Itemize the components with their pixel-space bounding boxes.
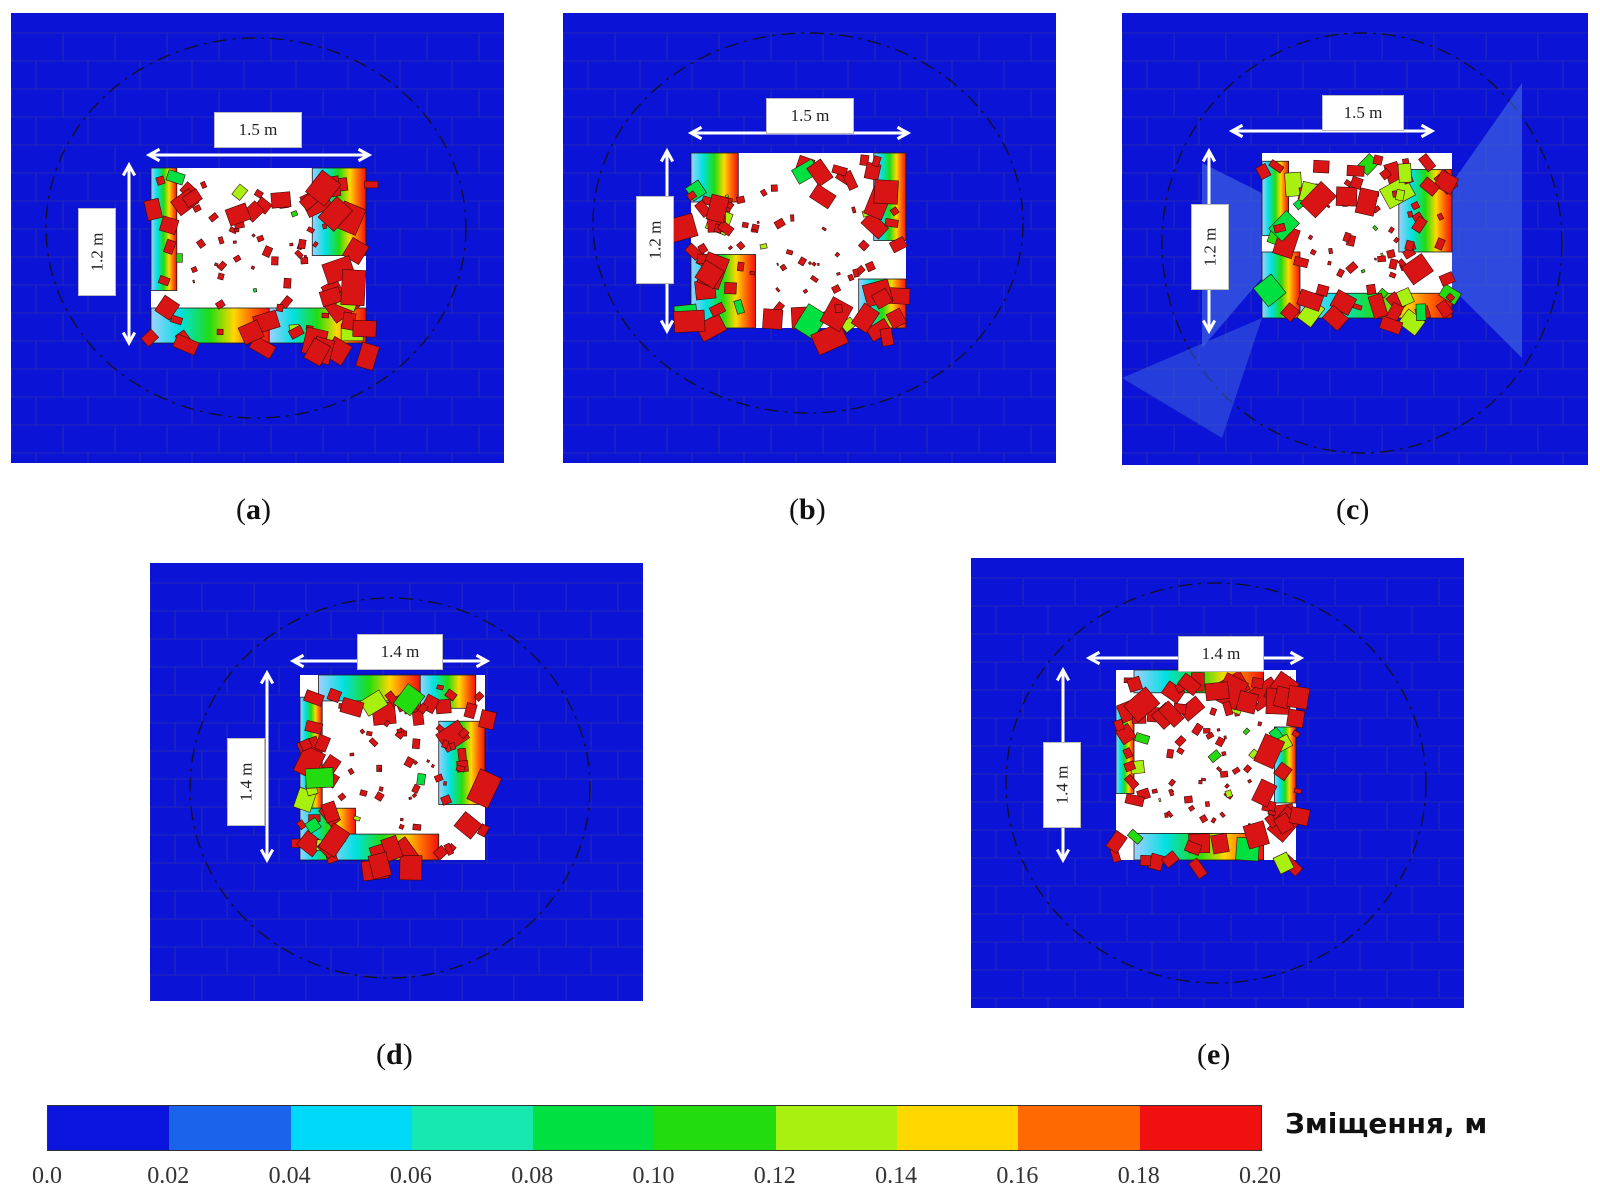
- panel-a-height-label: 1.2 m: [78, 208, 116, 296]
- panel-e-height-text: 1.4 m: [1052, 765, 1072, 805]
- caption-c-letter: c: [1346, 493, 1360, 526]
- panel-e-graphic: [971, 577, 1464, 1008]
- colorbar-segment: [654, 1106, 776, 1150]
- colorbar-tick-label: 0.08: [511, 1163, 554, 1189]
- colorbar-tick-label: 0.20: [1239, 1163, 1281, 1189]
- colorbar-segment: [897, 1106, 1019, 1150]
- panel-a: [11, 13, 504, 463]
- panel-b-height-label: 1.2 m: [636, 196, 674, 284]
- colorbar: [47, 1105, 1262, 1151]
- colorbar-title: Зміщення, м: [1285, 1107, 1488, 1140]
- panel-a-width-label: 1.5 m: [214, 112, 302, 148]
- colorbar-segment: [411, 1106, 534, 1150]
- panel-c-width-label: 1.5 m: [1322, 95, 1404, 131]
- panel-d: [150, 563, 643, 1001]
- panel-d-width-label: 1.4 m: [357, 634, 443, 670]
- panel-d-graphic: [150, 582, 643, 1001]
- panel-a-height-text: 1.2 m: [87, 232, 107, 272]
- caption-e: (e): [1197, 1038, 1231, 1071]
- panel-d-height-label: 1.4 m: [227, 738, 265, 826]
- colorbar-tick-label: 0.04: [268, 1163, 311, 1189]
- caption-a: (a): [236, 493, 271, 526]
- colorbar-segment: [290, 1106, 412, 1150]
- panel-e: [971, 558, 1464, 1008]
- caption-a-letter: a: [246, 493, 261, 526]
- panel-e-height-label: 1.4 m: [1043, 742, 1081, 828]
- colorbar-tick-label: 0.12: [753, 1163, 796, 1189]
- panel-a-graphic: [11, 32, 504, 463]
- colorbar-segment: [48, 1106, 170, 1150]
- colorbar-segment: [169, 1106, 291, 1150]
- panel-d-height-text: 1.4 m: [236, 762, 256, 802]
- colorbar-tick-label: 0.06: [389, 1163, 432, 1189]
- panel-e-width-label: 1.4 m: [1178, 636, 1264, 672]
- caption-e-letter: e: [1207, 1038, 1221, 1071]
- caption-b: (b): [789, 493, 826, 526]
- panel-b-graphic: [563, 32, 1056, 463]
- panel-b-height-text: 1.2 m: [645, 220, 665, 260]
- colorbar-segment: [533, 1106, 655, 1150]
- caption-c: (c): [1336, 493, 1370, 526]
- colorbar-segment: [1139, 1106, 1261, 1150]
- panel-c-height-label: 1.2 m: [1191, 204, 1229, 290]
- caption-d-letter: d: [386, 1038, 403, 1071]
- panel-c: [1122, 13, 1588, 465]
- colorbar-tick-label: 0.10: [632, 1163, 675, 1189]
- colorbar-segment: [1018, 1106, 1140, 1150]
- colorbar-tick-label: 0.0: [32, 1163, 62, 1189]
- colorbar-tick-label: 0.14: [875, 1163, 918, 1189]
- panel-b-width-label: 1.5 m: [766, 98, 854, 134]
- caption-d: (d): [376, 1038, 413, 1071]
- panel-c-height-text: 1.2 m: [1200, 227, 1220, 267]
- caption-b-letter: b: [799, 493, 816, 526]
- colorbar-segment: [775, 1106, 898, 1150]
- colorbar-tick-label: 0.02: [147, 1163, 190, 1189]
- colorbar-tick-label: 0.16: [996, 1163, 1039, 1189]
- colorbar-tick-label: 0.18: [1117, 1163, 1160, 1189]
- panel-c-graphic: [1122, 32, 1588, 465]
